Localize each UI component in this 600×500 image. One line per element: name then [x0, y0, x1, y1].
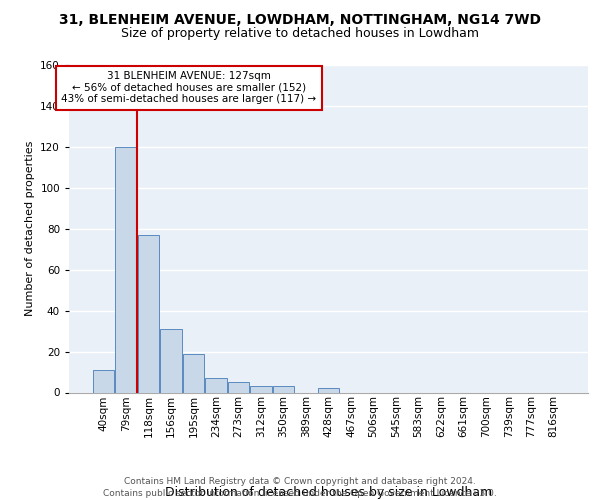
- Y-axis label: Number of detached properties: Number of detached properties: [25, 141, 35, 316]
- Bar: [318, 388, 339, 392]
- Text: Size of property relative to detached houses in Lowdham: Size of property relative to detached ho…: [121, 28, 479, 40]
- Bar: [250, 386, 272, 392]
- X-axis label: Distribution of detached houses by size in Lowdham: Distribution of detached houses by size …: [165, 486, 492, 499]
- Bar: [92, 370, 114, 392]
- Bar: [228, 382, 249, 392]
- Bar: [137, 235, 159, 392]
- Bar: [205, 378, 227, 392]
- Bar: [160, 329, 182, 392]
- Text: 31 BLENHEIM AVENUE: 127sqm
← 56% of detached houses are smaller (152)
43% of sem: 31 BLENHEIM AVENUE: 127sqm ← 56% of deta…: [61, 71, 316, 104]
- Bar: [182, 354, 204, 393]
- Text: Contains HM Land Registry data © Crown copyright and database right 2024.
Contai: Contains HM Land Registry data © Crown c…: [103, 476, 497, 498]
- Bar: [273, 386, 294, 392]
- Text: 31, BLENHEIM AVENUE, LOWDHAM, NOTTINGHAM, NG14 7WD: 31, BLENHEIM AVENUE, LOWDHAM, NOTTINGHAM…: [59, 12, 541, 26]
- Bar: [115, 147, 137, 392]
